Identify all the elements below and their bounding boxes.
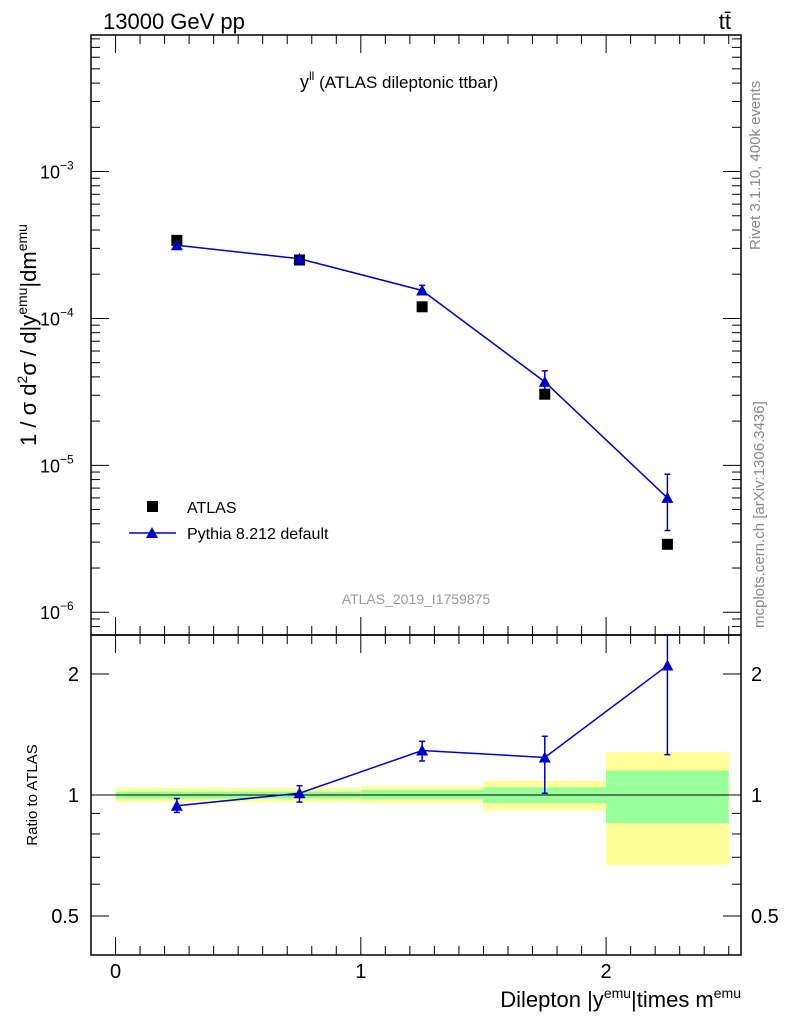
atlas-data-point (416, 301, 428, 313)
stat-uncertainty-band (606, 770, 729, 824)
ratio-y-tick-label-left: 2 (68, 664, 79, 686)
rivet-label: Rivet 3.1.10, 400k events (747, 81, 764, 250)
main-ticks: 10−6 10−5 10−4 10−3 (40, 35, 741, 636)
main-series (170, 234, 674, 550)
x-tick-label: 0 (110, 961, 121, 983)
ratio-y-tick-label-left: 0.5 (51, 906, 79, 928)
main-y-tick-label: 10−5 (40, 452, 74, 476)
legend: ATLAS Pythia 8.212 default (129, 500, 329, 543)
main-y-tick-label: 10−3 (40, 159, 74, 183)
x-tick-label: 2 (601, 961, 612, 983)
legend-label-atlas: ATLAS (187, 500, 237, 517)
main-y-tick-label: 10−6 (40, 599, 74, 623)
pythia-data-point (293, 252, 306, 264)
legend-label-pythia: Pythia 8.212 default (187, 526, 329, 543)
ratio-panel: 0.5 0.5 1 1 2 2 0 1 2 Ratio to ATLAS Dilepton |y… (24, 634, 779, 1012)
ratio-y-axis-label: Ratio to ATLAS (24, 744, 41, 845)
main-y-tick-label: 10−4 (40, 305, 74, 329)
plot-title-rest: (ATLAS dileptonic ttbar) (314, 73, 498, 92)
ratio-series (170, 634, 674, 814)
ratio-data-point (293, 787, 306, 799)
legend-marker-atlas (147, 501, 158, 512)
ratio-y-tick-label-right: 1 (751, 785, 762, 807)
pythia-data-point (170, 239, 183, 251)
ratio-data-point (416, 744, 429, 756)
mcplots-label: mcplots.cern.ch [arXiv:1306.3436] (751, 401, 768, 628)
legend-marker-pythia (146, 527, 158, 538)
atlas-data-point (539, 388, 551, 400)
main-y-axis-label: 1 / σ d2σ / d|yemu|dmemu (14, 224, 41, 446)
ratio-data-point (538, 751, 551, 763)
energy-label: 13000 GeV pp (103, 9, 245, 34)
ratio-y-tick-label-left: 1 (68, 785, 79, 807)
pythia-data-point (416, 284, 429, 296)
ratio-y-tick-label-right: 2 (751, 664, 762, 686)
x-tick-label: 1 (355, 961, 366, 983)
process-label: tt̄ (719, 9, 731, 34)
main-panel: 10−6 10−5 10−4 10−3 yll (ATLAS dileptonic t… (14, 34, 742, 636)
ratio-data-point (170, 799, 183, 811)
pythia-data-point (538, 375, 551, 387)
x-axis-label: Dilepton |yemu|times memu (500, 985, 741, 1012)
pythia-line (176, 244, 668, 499)
ratio-y-tick-label-right: 0.5 (751, 906, 779, 928)
plot-title-sup: ll (309, 69, 314, 83)
ratio-ticks: 0.5 0.5 1 1 2 2 0 1 2 (51, 635, 779, 983)
ratio-bands (115, 751, 729, 865)
main-plot-frame (90, 34, 742, 636)
pythia-data-point (661, 491, 674, 503)
watermark: ATLAS_2019_I1759875 (342, 591, 491, 607)
ratio-data-point (661, 659, 674, 671)
plot-title-main: y (300, 72, 309, 92)
plot-title: yll (ATLAS dileptonic ttbar) (300, 69, 498, 92)
atlas-data-point (661, 538, 673, 550)
